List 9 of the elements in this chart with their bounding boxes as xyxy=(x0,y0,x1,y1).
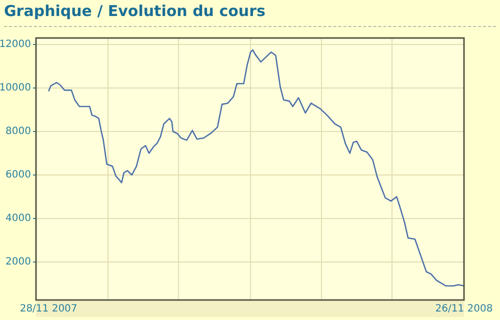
y-tick-label: 12000 xyxy=(0,39,31,50)
chart-title: Graphique / Evolution du cours xyxy=(4,2,496,27)
x-tick-label: 28/11 2007 xyxy=(20,304,78,315)
y-tick-label: 4000 xyxy=(6,213,31,224)
y-tick-label: 6000 xyxy=(6,170,31,181)
y-tick-label: 10000 xyxy=(0,82,31,94)
x-tick-label: 26/11 2008 xyxy=(435,304,493,315)
y-tick-label: 2000 xyxy=(6,256,31,268)
y-tick-label: 8000 xyxy=(6,126,31,138)
